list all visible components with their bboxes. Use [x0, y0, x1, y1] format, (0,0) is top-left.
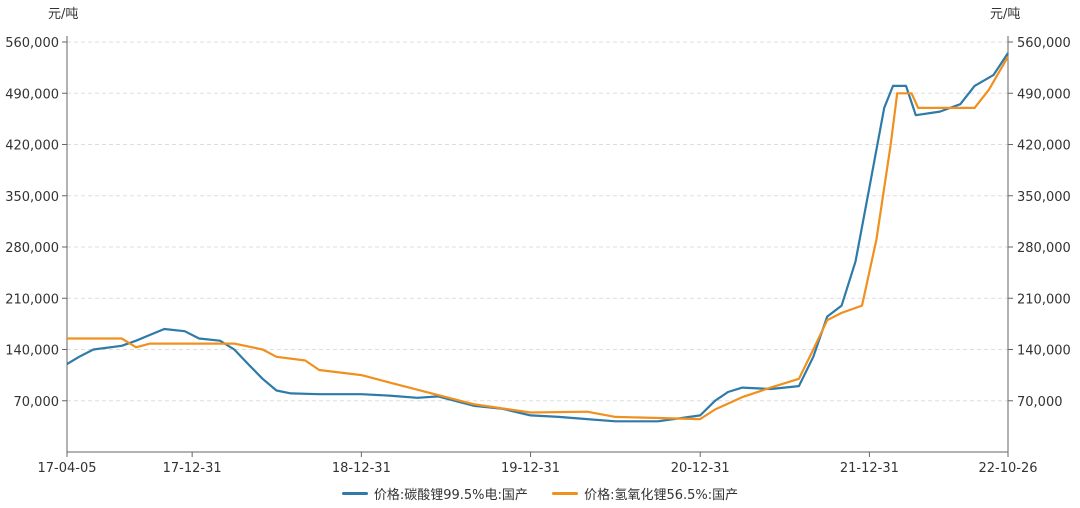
y-tick-label-right: 490,000	[1017, 87, 1071, 102]
y-tick-label-left: 140,000	[5, 344, 59, 359]
x-tick-label: 21-12-31	[840, 461, 899, 476]
legend-item-lithium-hydroxide[interactable]: 价格:氢氧化锂56.5%:国产	[552, 484, 738, 503]
y-tick-label-right: 280,000	[1017, 241, 1071, 256]
series-lines	[66, 52, 1009, 423]
y-unit-right: 元/吨	[990, 7, 1020, 22]
gridlines	[67, 41, 1008, 402]
y-tick-label-left: 280,000	[5, 241, 59, 256]
series-line-lithium-hydroxide	[67, 56, 1009, 421]
legend-item-lithium-carbonate[interactable]: 价格:碳酸锂99.5%电:国产	[341, 484, 528, 503]
y-tick-label-right: 560,000	[1017, 36, 1071, 51]
y-tick-label-left: 70,000	[14, 395, 60, 410]
legend-label-lithium-carbonate: 价格:碳酸锂99.5%电:国产	[373, 488, 528, 503]
legend-swatch-lithium-hydroxide	[552, 492, 579, 495]
x-tick-label: 19-12-31	[501, 461, 560, 476]
x-tick-label: 17-04-05	[37, 461, 96, 476]
y-tick-label-right: 70,000	[1017, 395, 1063, 410]
legend-label-lithium-hydroxide: 价格:氢氧化锂56.5%:国产	[584, 488, 739, 503]
y-tick-label-left: 560,000	[5, 36, 59, 51]
y-tick-label-left: 350,000	[5, 190, 59, 205]
series-line-lithium-carbonate	[66, 52, 1009, 423]
y-unit-left: 元/吨	[48, 7, 78, 22]
y-tick-label-right: 140,000	[1017, 344, 1071, 359]
y-tick-label-left: 490,000	[5, 87, 59, 102]
axes	[62, 36, 1013, 457]
y-tick-label-right: 210,000	[1017, 292, 1071, 307]
x-tick-label: 17-12-31	[163, 461, 222, 476]
y-tick-label-left: 210,000	[5, 292, 59, 307]
x-tick-label: 20-12-31	[671, 461, 730, 476]
y-tick-label-right: 350,000	[1017, 190, 1071, 205]
x-tick-label: 22-10-26	[978, 461, 1037, 476]
y-tick-label-left: 420,000	[5, 139, 59, 154]
tick-labels: 70,000 70,000 140,000 140,000 210,000 210,000…	[5, 36, 1071, 476]
legend: 价格:碳酸锂99.5%电:国产 价格:氢氧化锂56.5%:国产	[0, 484, 1080, 503]
legend-swatch-lithium-carbonate	[341, 492, 368, 495]
y-tick-label-right: 420,000	[1017, 139, 1071, 154]
x-tick-label: 18-12-31	[332, 461, 391, 476]
